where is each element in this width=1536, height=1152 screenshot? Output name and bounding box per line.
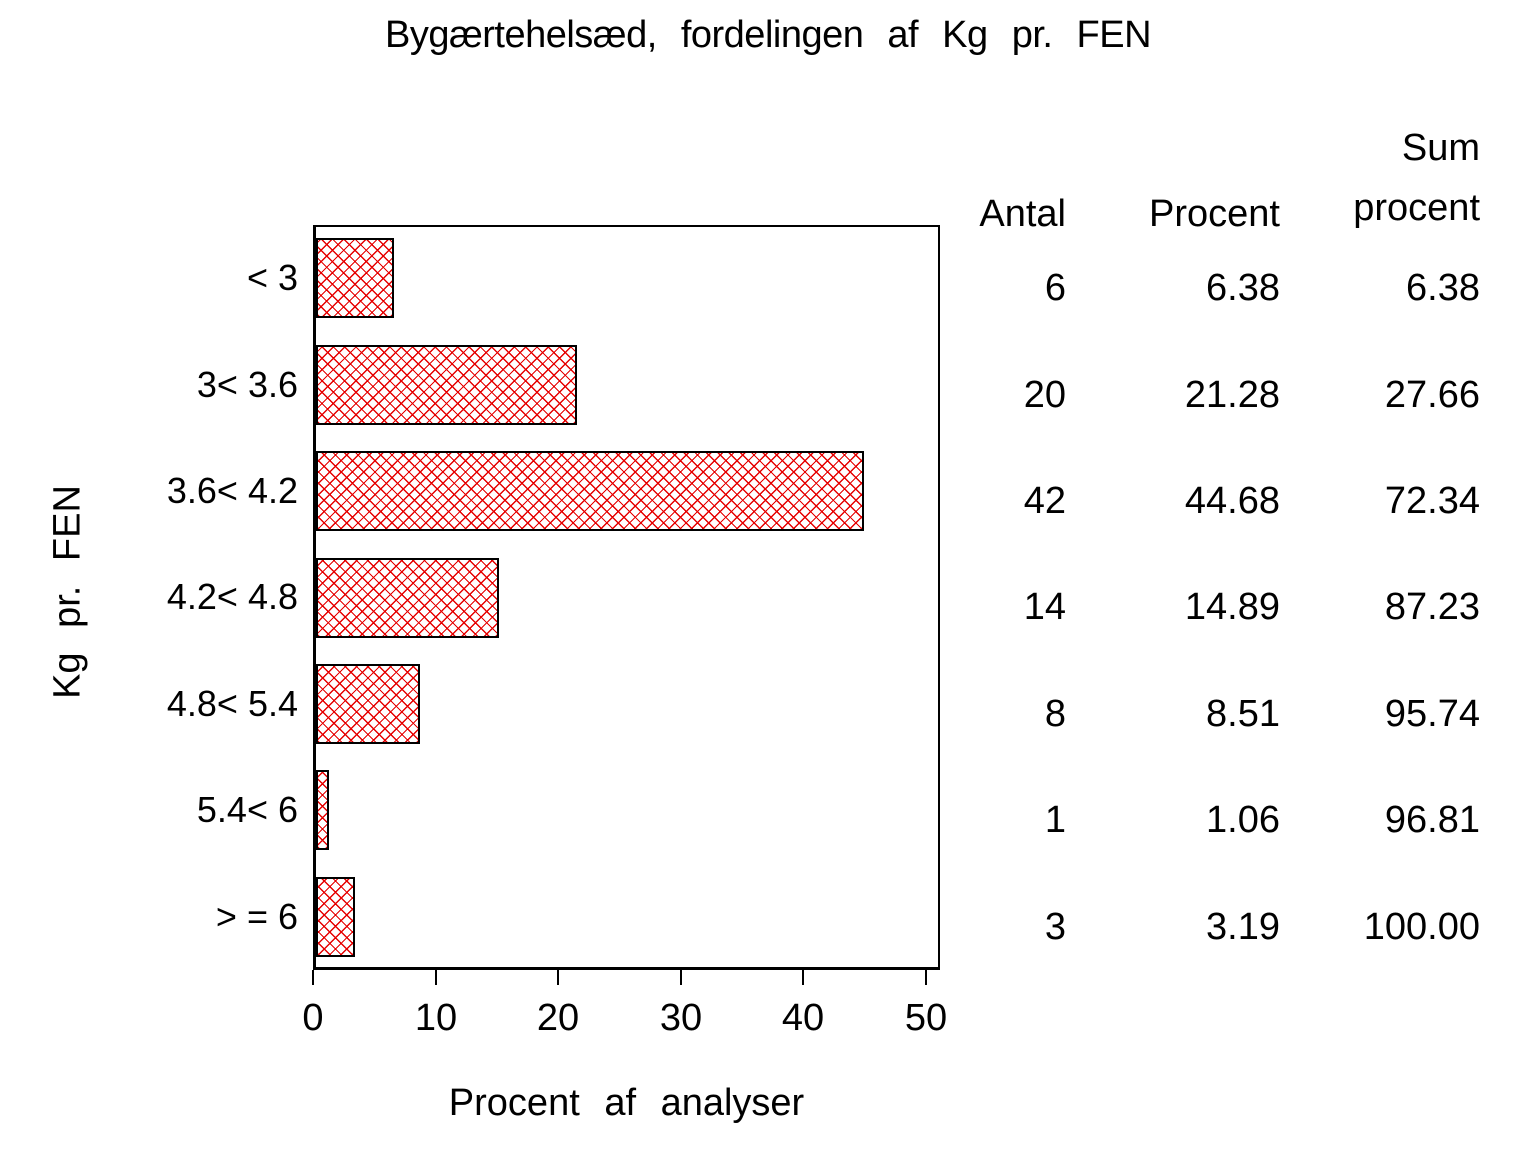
table-header-sum-line2: procent [1353,187,1480,229]
table-cell-antal-row-3: 14 [1023,586,1066,628]
category-label-2: 3.6< 4.2 [166,470,298,511]
table-cell-procent-row-0: 6.38 [1206,267,1280,309]
plot-area [313,225,940,970]
table-cell-procent-row-1: 21.28 [1184,374,1280,416]
x-tick-label-40: 40 [781,997,825,1039]
x-tick-30 [680,970,682,985]
table-cell-sum-row-1: 27.66 [1384,374,1480,416]
x-tick-label-30: 30 [659,997,703,1039]
bar-4 [316,663,421,744]
bar-1 [316,344,577,425]
table-cell-procent-row-6: 3.19 [1206,906,1280,948]
category-label-5: 5.4< 6 [196,789,298,830]
table-cell-procent-row-5: 1.06 [1206,799,1280,841]
table-cell-sum-row-6: 100.00 [1363,906,1480,948]
table-cell-antal-row-1: 20 [1023,374,1066,416]
category-label-0: < 3 [246,257,298,298]
x-tick-0 [312,970,314,985]
table-cell-procent-row-2: 44.68 [1184,480,1280,522]
x-tick-40 [802,970,804,985]
table-cell-antal-row-2: 42 [1023,480,1066,522]
bar-6 [316,876,356,957]
table-cell-antal-row-4: 8 [1044,693,1066,735]
table-cell-sum-row-4: 95.74 [1384,693,1480,735]
x-tick-label-20: 20 [536,997,580,1039]
x-tick-label-50: 50 [904,997,948,1039]
x-axis-label: Procent af analyser [448,1082,805,1124]
x-tick-20 [557,970,559,985]
x-tick-50 [925,970,927,985]
table-header-procent: Procent [1149,193,1280,235]
table-header-antal: Antal [979,193,1066,235]
bar-2 [316,451,864,532]
category-label-4: 4.8< 5.4 [166,683,298,724]
table-cell-antal-row-5: 1 [1044,799,1066,841]
category-label-6: > = 6 [215,896,298,937]
category-label-3: 4.2< 4.8 [166,576,298,617]
bar-3 [316,557,499,638]
chart-title: Bygærtehelsæd, fordelingen af Kg pr. FEN [384,14,1152,56]
table-cell-antal-row-0: 6 [1044,267,1066,309]
bar-0 [316,238,395,319]
x-tick-label-0: 0 [302,997,324,1039]
table-cell-procent-row-4: 8.51 [1206,693,1280,735]
bar-5 [316,770,329,851]
table-header-sum-procent: Sum procent [1280,118,1480,238]
table-cell-sum-row-0: 6.38 [1406,267,1480,309]
x-tick-label-10: 10 [414,997,458,1039]
table-cell-procent-row-3: 14.89 [1184,586,1280,628]
table-cell-sum-row-2: 72.34 [1384,480,1480,522]
table-cell-antal-row-6: 3 [1044,906,1066,948]
x-tick-10 [435,970,437,985]
table-cell-sum-row-5: 96.81 [1384,799,1480,841]
table-cell-sum-row-3: 87.23 [1384,586,1480,628]
table-header-sum-line1: Sum [1401,127,1480,169]
category-label-1: 3< 3.6 [196,364,298,405]
